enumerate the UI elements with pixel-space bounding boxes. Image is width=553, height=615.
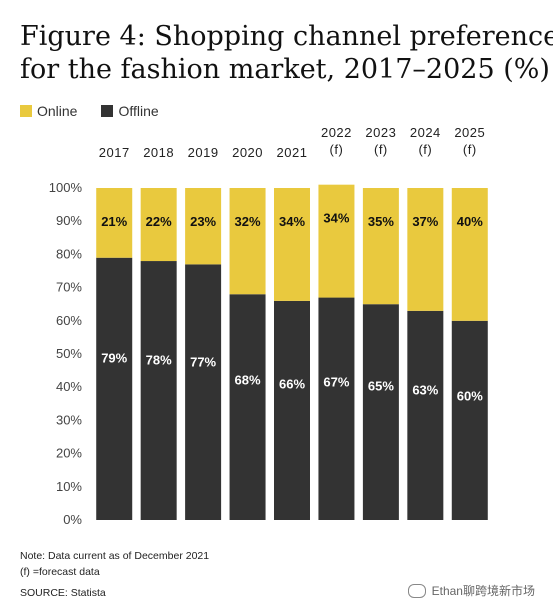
data-label-offline: 65% xyxy=(368,379,394,394)
x-category-label: 2018 xyxy=(143,145,174,160)
bar-online xyxy=(185,188,222,265)
data-label-online: 40% xyxy=(457,214,483,229)
bar-online xyxy=(362,188,399,305)
notes: Note: Data current as of December 2021 (… xyxy=(20,548,209,580)
watermark: Ethan聊跨境新市场 xyxy=(407,582,535,599)
x-category-label: (f) xyxy=(374,142,388,157)
y-tick-label: 50% xyxy=(56,346,82,361)
wechat-icon xyxy=(407,583,426,598)
legend: Online Offline xyxy=(20,103,183,119)
legend-item-offline: Offline xyxy=(101,103,159,119)
bar-offline xyxy=(362,304,399,520)
data-label-offline: 63% xyxy=(412,383,438,398)
bar-online xyxy=(407,188,444,311)
legend-swatch-offline xyxy=(101,105,114,117)
data-label-online: 35% xyxy=(368,214,394,229)
chart-title-line1: Figure 4: Shopping channel preferences xyxy=(20,21,553,52)
data-label-offline: 60% xyxy=(457,388,483,403)
x-category-label: (f) xyxy=(330,142,344,157)
x-category-label: 2025 xyxy=(454,125,485,140)
y-tick-label: 100% xyxy=(49,180,83,195)
bar-online xyxy=(318,184,355,298)
data-label-online: 34% xyxy=(323,211,349,226)
bar-online xyxy=(140,188,177,262)
y-tick-label: 90% xyxy=(56,213,82,228)
legend-item-online: Online xyxy=(20,103,77,119)
bar-offline xyxy=(229,294,266,520)
x-category-label: (f) xyxy=(463,142,477,157)
chart-title-line2: for the fashion market, 2017–2025 (%) xyxy=(20,54,550,85)
y-tick-label: 10% xyxy=(56,479,82,494)
bar-offline xyxy=(318,297,355,520)
note-data-current: Note: Data current as of December 2021 xyxy=(20,550,210,562)
data-label-offline: 79% xyxy=(101,351,127,366)
data-label-offline: 67% xyxy=(323,375,349,390)
y-tick-label: 30% xyxy=(56,412,82,427)
stacked-bar-chart: 0% 10% 20% 30% 40% 50% 60% 70% 80% 90% 100% 79% 21% 2… xyxy=(49,125,488,527)
legend-swatch-online xyxy=(20,105,32,117)
bar-offline xyxy=(96,257,133,520)
note-forecast: (f) =forecast data xyxy=(20,566,100,578)
y-tick-label: 0% xyxy=(63,512,82,527)
bar-offline xyxy=(407,310,444,520)
legend-label-offline: Offline xyxy=(118,103,159,119)
source-note: SOURCE: Statista xyxy=(20,587,106,599)
data-label-online: 34% xyxy=(279,214,305,229)
x-category-label: (f) xyxy=(418,142,432,157)
y-tick-label: 70% xyxy=(56,280,82,295)
data-label-offline: 66% xyxy=(279,377,305,392)
y-tick-label: 60% xyxy=(56,313,82,328)
data-label-online: 37% xyxy=(412,214,438,229)
x-category-label: 2020 xyxy=(232,145,263,160)
data-label-online: 21% xyxy=(101,214,127,229)
data-label-online: 23% xyxy=(190,214,216,229)
x-category-label: 2024 xyxy=(410,125,441,140)
bar-offline xyxy=(451,320,488,520)
data-label-offline: 77% xyxy=(190,355,216,370)
data-label-online: 22% xyxy=(146,214,172,229)
bar-offline xyxy=(274,300,310,520)
chart-title: Figure 4: Shopping channel preferences f… xyxy=(20,20,553,86)
x-category-label: 2023 xyxy=(365,125,396,140)
legend-label-online: Online xyxy=(37,103,78,119)
data-label-offline: 78% xyxy=(146,353,172,368)
x-category-label: 2022 xyxy=(321,125,352,140)
y-tick-label: 20% xyxy=(56,446,82,461)
y-tick-label: 80% xyxy=(56,246,82,261)
data-label-offline: 68% xyxy=(235,373,261,388)
bar-online xyxy=(229,188,266,295)
bar-offline xyxy=(185,264,222,520)
y-tick-label: 40% xyxy=(56,379,82,394)
bar-online xyxy=(451,188,488,321)
data-label-online: 32% xyxy=(235,214,261,229)
watermark-text: Ethan聊跨境新市场 xyxy=(431,584,535,598)
bar-online xyxy=(274,188,310,301)
x-category-label: 2017 xyxy=(99,145,130,160)
bar-online xyxy=(96,188,133,258)
x-category-label: 2019 xyxy=(188,145,219,160)
x-category-label: 2021 xyxy=(277,145,308,160)
bar-offline xyxy=(140,261,177,520)
